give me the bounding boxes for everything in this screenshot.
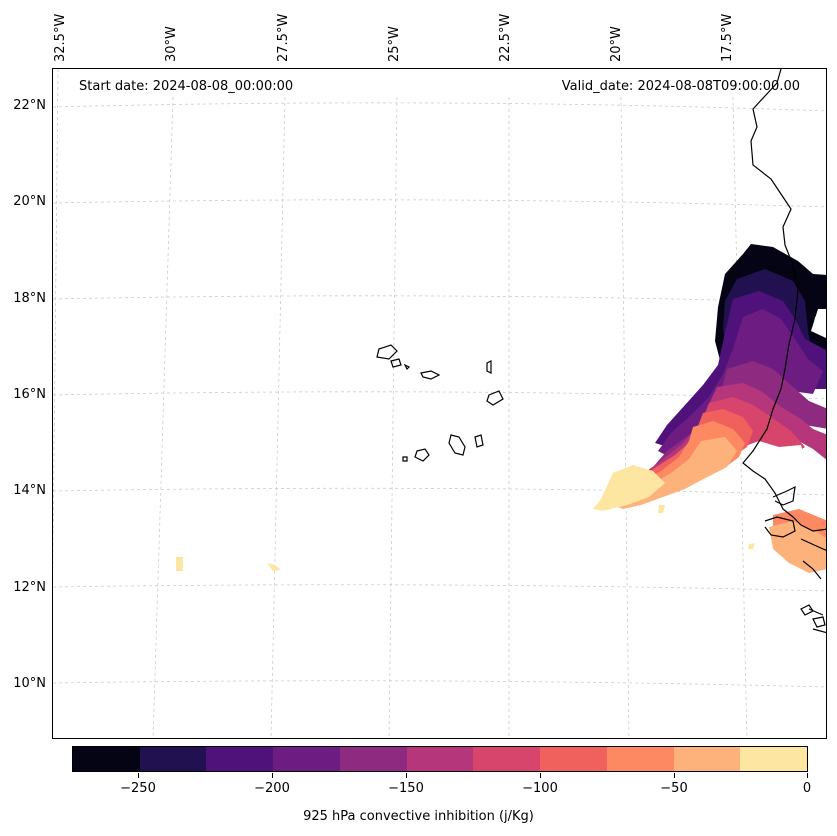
- colorbar-segment: [139, 747, 207, 771]
- gridline-lon-25w: [388, 96, 398, 738]
- island-brava: [402, 456, 408, 462]
- cin-level-m25-west: [593, 465, 665, 511]
- colorbar-segment: [740, 747, 808, 771]
- island-maio: [474, 434, 484, 448]
- colorbar-segment: [406, 747, 474, 771]
- lon-label-17-5w: 17.5°W: [720, 13, 735, 62]
- colorbar-tick: [406, 773, 407, 778]
- island-boa-vista: [486, 390, 504, 406]
- lat-label-16n: 16°N: [13, 387, 46, 402]
- lon-label-25w: 25°W: [387, 26, 402, 62]
- colorbar-segment: [540, 747, 607, 771]
- colorbar-title: 925 hPa convective inhibition (j/Kg): [303, 809, 534, 824]
- map-panel[interactable]: Start date: 2024-08-08_00:00:00 Valid_da…: [52, 68, 827, 739]
- cin-level-m25-blob-a: [176, 557, 183, 571]
- gridline-lat-14n: [53, 487, 826, 496]
- coastline-guinea: [800, 538, 826, 634]
- island-santa-luzia: [403, 363, 411, 371]
- gridline-lon-20w: [620, 96, 630, 738]
- gridline-lon-30w: [152, 96, 174, 738]
- cin-level-m25-blob-d: [658, 505, 665, 513]
- colorbar-segment: [73, 747, 140, 771]
- lon-label-27-5w: 27.5°W: [276, 13, 291, 62]
- map-canvas: [53, 69, 826, 738]
- coastline-guinea-bissau: [764, 516, 796, 538]
- lat-label-12n: 12°N: [13, 580, 46, 595]
- lon-label-30w: 30°W: [164, 26, 179, 62]
- coastline-islands-bissagos: [800, 604, 826, 628]
- colorbar-tick: [807, 773, 808, 778]
- valid-date-label: Valid_date: 2024-08-08T09:00:00.00: [561, 79, 800, 94]
- colorbar-segment: [273, 747, 340, 771]
- gridline-lon-17-5w: [732, 96, 748, 738]
- gridline-lat-12n: [53, 584, 826, 592]
- colorbar-segment: [673, 747, 741, 771]
- coastline: [742, 69, 826, 634]
- colorbar-tick-label: 0: [802, 781, 812, 796]
- lon-label-22-5w: 22.5°W: [498, 13, 513, 62]
- island-santiago: [448, 434, 466, 456]
- cin-level-m25-blob-b: [267, 563, 281, 571]
- gridline-lat-22n: [53, 102, 826, 112]
- lat-label-18n: 18°N: [13, 291, 46, 306]
- lat-label-10n: 10°N: [13, 676, 46, 691]
- gridline-lon-27-5w: [270, 96, 286, 738]
- island-fogo: [414, 448, 430, 462]
- cin-level-m50-coast: [769, 521, 826, 573]
- island-sao-vicente: [390, 358, 402, 368]
- colorbar-segment: [206, 747, 274, 771]
- coastline-gambia: [772, 485, 796, 506]
- colorbar-tick: [272, 773, 273, 778]
- gridline-lon-32-5w: [53, 69, 59, 587]
- colorbar-tick-label: −100: [522, 781, 558, 796]
- cape-verde-islands: [376, 344, 504, 462]
- colorbar-tick-label: −150: [388, 781, 424, 796]
- cin-field: [176, 244, 826, 573]
- coastline-west-africa: [742, 69, 826, 532]
- island-santo-antao: [376, 344, 398, 360]
- colorbar-segment: [339, 747, 407, 771]
- colorbar-tick: [674, 773, 675, 778]
- colorbar-tick: [138, 773, 139, 778]
- lat-label-22n: 22°N: [13, 98, 46, 113]
- cin-level-m25-blob-c: [748, 543, 755, 549]
- colorbar-segment: [606, 747, 674, 771]
- gridline-lat-10n: [53, 680, 826, 688]
- colorbar-tick-label: −250: [120, 781, 156, 796]
- gridline-lat-18n: [53, 295, 826, 304]
- lon-label-20w: 20°W: [609, 26, 624, 62]
- colorbar-tick-label: −50: [660, 781, 688, 796]
- island-sal: [486, 360, 492, 374]
- colorbar-tick: [540, 773, 541, 778]
- lat-label-20n: 20°N: [13, 194, 46, 209]
- graticule: [53, 69, 826, 738]
- colorbar: [72, 746, 808, 772]
- colorbar-segment: [473, 747, 541, 771]
- island-sao-nicolau: [420, 370, 441, 380]
- start-date-label: Start date: 2024-08-08_00:00:00: [79, 79, 294, 94]
- gridline-lat-20n: [53, 199, 826, 208]
- lon-label-32-5w: 32.5°W: [53, 13, 68, 62]
- cin-field-gap-2: [779, 445, 805, 467]
- cin-field-gap: [813, 311, 826, 338]
- lat-label-14n: 14°N: [13, 483, 46, 498]
- colorbar-tick-label: −200: [254, 781, 290, 796]
